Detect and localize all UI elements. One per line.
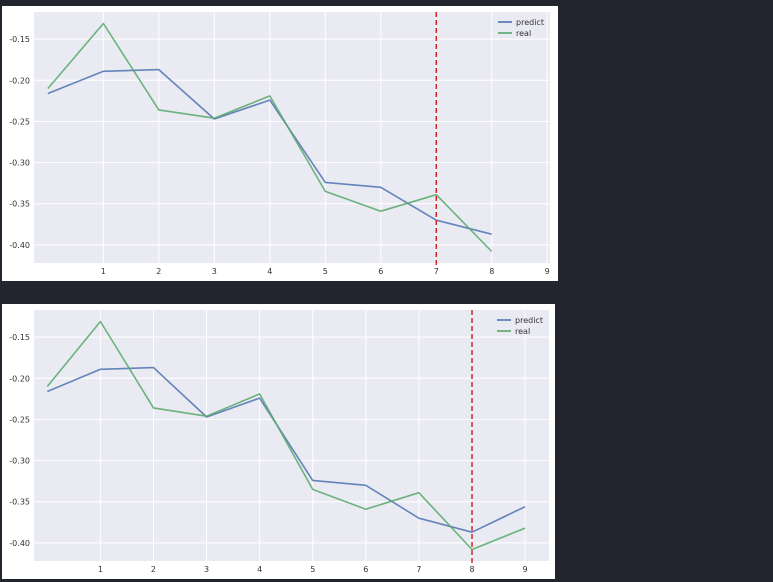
line-chart-bottom: 1 2 3 4 5 6 7 8 9 -0.15 -0.20 -0.25 -0.30 -0.35 -0.40 p… <box>9 310 549 574</box>
y-tick-label: -0.30 <box>9 159 30 168</box>
x-tick-label: 5 <box>323 267 328 276</box>
x-tick-label: 5 <box>310 565 315 574</box>
y-tick-label: -0.20 <box>9 374 30 383</box>
series-line-real <box>47 22 493 253</box>
chart-panel-top: 1 2 3 4 5 6 7 8 9 -0.15 -0.20 -0.25 -0.30 -0.35 -0.40 p… <box>2 6 558 281</box>
legend-label-predict: predict <box>516 18 544 27</box>
x-tick-label: 3 <box>204 565 209 574</box>
y-tick-label: -0.30 <box>9 457 30 466</box>
legend: predict real <box>497 316 543 336</box>
legend-label-real: real <box>515 327 530 336</box>
legend-label-predict: predict <box>515 316 543 325</box>
series-line-predict <box>47 68 492 235</box>
y-tick-label: -0.15 <box>9 35 30 44</box>
plot-area <box>34 12 550 263</box>
y-tick-label: -0.25 <box>9 415 30 424</box>
x-tick-label: 8 <box>489 267 494 276</box>
x-tick-label: 7 <box>416 565 421 574</box>
legend-label-real: real <box>516 29 531 38</box>
x-tick-label: 1 <box>101 267 106 276</box>
x-tick-label: 3 <box>212 267 217 276</box>
x-tick-label: 4 <box>257 565 262 574</box>
series-line-real <box>46 320 526 551</box>
x-tick-label: 2 <box>156 267 161 276</box>
y-tick-label: -0.35 <box>9 200 30 209</box>
x-tick-label: 1 <box>98 565 103 574</box>
y-tick-label: -0.40 <box>9 241 30 250</box>
legend: predict real <box>498 18 544 38</box>
line-chart-top: 1 2 3 4 5 6 7 8 9 -0.15 -0.20 -0.25 -0.30 -0.35 -0.40 p… <box>9 12 550 276</box>
y-tick-label: -0.15 <box>9 333 30 342</box>
x-tick-label: 6 <box>378 267 383 276</box>
y-tick-label: -0.25 <box>9 117 30 126</box>
x-tick-label: 7 <box>434 267 439 276</box>
y-tick-label: -0.35 <box>9 498 30 507</box>
series-line-predict <box>46 366 526 533</box>
x-tick-label: 8 <box>469 565 474 574</box>
x-tick-label: 9 <box>523 565 528 574</box>
x-tick-label: 6 <box>363 565 368 574</box>
chart-panel-bottom: 1 2 3 4 5 6 7 8 9 -0.15 -0.20 -0.25 -0.30 -0.35 -0.40 p… <box>2 304 555 579</box>
x-tick-label: 9 <box>545 267 550 276</box>
y-tick-label: -0.20 <box>9 76 30 85</box>
y-tick-label: -0.40 <box>9 539 30 548</box>
x-tick-label: 4 <box>267 267 272 276</box>
x-tick-label: 2 <box>151 565 156 574</box>
